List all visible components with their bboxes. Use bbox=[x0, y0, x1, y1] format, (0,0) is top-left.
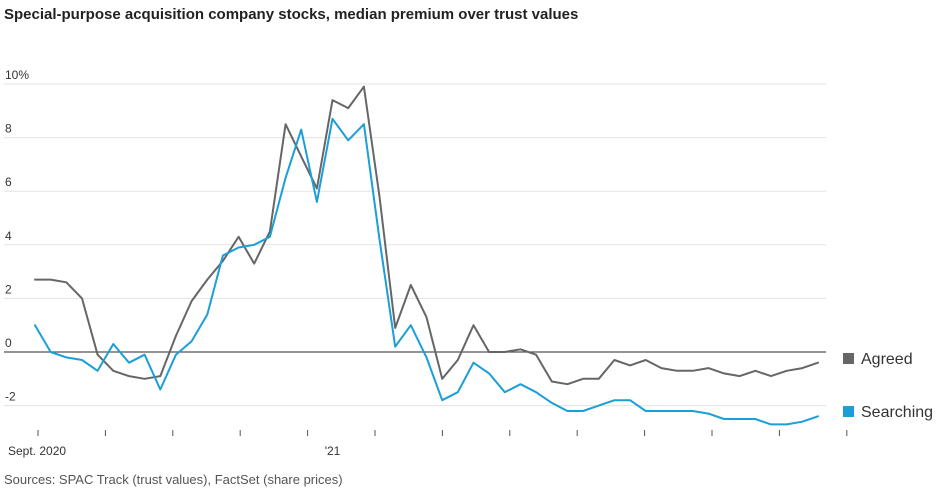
x-tick-label: '21 bbox=[325, 444, 341, 458]
legend-label-agreed: Agreed bbox=[861, 351, 913, 368]
y-axis-ticks: 10% 8 6 4 2 0 -2 bbox=[5, 68, 29, 404]
y-tick-label: 2 bbox=[5, 282, 12, 296]
x-axis-ticks: Sept. 2020 '21 bbox=[8, 430, 848, 458]
chart-title: Special-purpose acquisition company stoc… bbox=[4, 6, 579, 23]
y-tick-label: -2 bbox=[5, 390, 16, 404]
y-tick-label: 6 bbox=[5, 175, 12, 189]
series-line-searching bbox=[34, 117, 819, 426]
legend-swatch-searching bbox=[843, 406, 854, 417]
y-tick-label: 10% bbox=[5, 68, 29, 82]
source-note: Sources: SPAC Track (trust values), Fact… bbox=[4, 472, 343, 487]
legend-label-searching: Searching bbox=[861, 404, 933, 421]
y-tick-label: 0 bbox=[5, 336, 12, 350]
y-tick-label: 4 bbox=[5, 229, 12, 243]
y-tick-label: 8 bbox=[5, 122, 12, 136]
series-lines bbox=[34, 85, 819, 426]
gridlines bbox=[4, 83, 826, 407]
legend: Agreed Searching bbox=[843, 351, 933, 421]
legend-swatch-agreed bbox=[843, 353, 854, 364]
x-tick-label: Sept. 2020 bbox=[8, 444, 66, 458]
series-line-agreed bbox=[34, 85, 819, 386]
